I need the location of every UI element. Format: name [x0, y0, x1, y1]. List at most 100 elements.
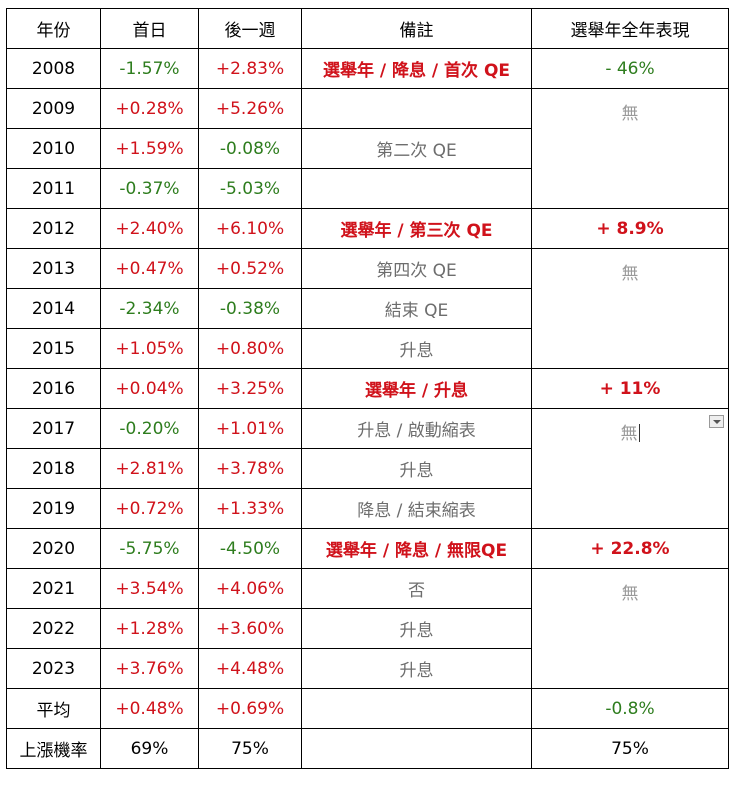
next-week-cell[interactable]: +5.26% — [198, 88, 302, 129]
note-cell[interactable]: 降息 / 結束縮表 — [301, 488, 532, 529]
next-week-cell[interactable]: +3.78% — [198, 448, 302, 489]
year-cell[interactable]: 2016 — [6, 368, 101, 409]
year-cell[interactable]: 2012 — [6, 208, 101, 249]
next-week-cell[interactable]: +0.80% — [198, 328, 302, 369]
performance-cell[interactable]: + 11% — [531, 368, 729, 409]
performance-cell[interactable]: + 8.9% — [531, 208, 729, 249]
note-cell[interactable]: 升息 — [301, 608, 532, 649]
first-day-cell[interactable]: -2.34% — [100, 288, 199, 329]
rise-rate-first-day[interactable]: 69% — [100, 728, 199, 769]
year-cell[interactable]: 2008 — [6, 48, 101, 89]
dropdown-arrow-icon[interactable] — [709, 415, 724, 428]
table-row: 2022 +1.28% +3.60% 升息 — [6, 608, 729, 649]
performance-cell[interactable]: 無 — [531, 568, 729, 689]
first-day-cell[interactable]: -0.20% — [100, 408, 199, 449]
performance-cell[interactable]: 無 — [531, 88, 729, 209]
year-cell[interactable]: 2017 — [6, 408, 101, 449]
average-first-day[interactable]: +0.48% — [100, 688, 199, 729]
year-cell[interactable]: 2020 — [6, 528, 101, 569]
year-cell[interactable]: 2011 — [6, 168, 101, 209]
note-cell[interactable] — [301, 88, 532, 129]
year-cell[interactable]: 2021 — [6, 568, 101, 609]
year-cell[interactable]: 2014 — [6, 288, 101, 329]
first-day-cell[interactable]: +2.40% — [100, 208, 199, 249]
rise-rate-note[interactable] — [301, 728, 532, 769]
note-cell[interactable]: 升息 — [301, 448, 532, 489]
table-row: 2013 +0.47% +0.52% 第四次 QE 無 — [6, 248, 729, 369]
performance-cell-editing[interactable]: 無 — [531, 408, 729, 529]
first-day-cell[interactable]: +3.54% — [100, 568, 199, 609]
year-cell[interactable]: 2022 — [6, 608, 101, 649]
table-row: 2009 +0.28% +5.26% 無 — [6, 88, 729, 209]
table-row: 2023 +3.76% +4.48% 升息 — [6, 648, 729, 689]
next-week-cell[interactable]: +3.60% — [198, 608, 302, 649]
next-week-cell[interactable]: -0.08% — [198, 128, 302, 169]
note-cell[interactable]: 選舉年 / 降息 / 首次 QE — [301, 48, 532, 89]
next-week-cell[interactable]: -0.38% — [198, 288, 302, 329]
performance-cell[interactable]: - 46% — [531, 48, 729, 89]
average-note[interactable] — [301, 688, 532, 729]
header-row: 年份 首日 後一週 備註 選舉年全年表現 — [6, 8, 729, 49]
note-cell[interactable]: 選舉年 / 第三次 QE — [301, 208, 532, 249]
first-day-cell[interactable]: +0.47% — [100, 248, 199, 289]
next-week-cell[interactable]: +3.25% — [198, 368, 302, 409]
first-day-cell[interactable]: -1.57% — [100, 48, 199, 89]
first-day-cell[interactable]: -5.75% — [100, 528, 199, 569]
first-day-cell[interactable]: +2.81% — [100, 448, 199, 489]
note-cell[interactable]: 第四次 QE — [301, 248, 532, 289]
next-week-cell[interactable]: +1.33% — [198, 488, 302, 529]
header-notes: 備註 — [301, 8, 532, 49]
year-cell[interactable]: 2018 — [6, 448, 101, 489]
note-cell[interactable]: 升息 — [301, 328, 532, 369]
rise-rate-performance[interactable]: 75% — [531, 728, 729, 769]
next-week-cell[interactable]: +6.10% — [198, 208, 302, 249]
note-cell[interactable]: 升息 / 啟動縮表 — [301, 408, 532, 449]
next-week-cell[interactable]: +2.83% — [198, 48, 302, 89]
note-cell[interactable]: 選舉年 / 降息 / 無限QE — [301, 528, 532, 569]
first-day-cell[interactable]: -0.37% — [100, 168, 199, 209]
table-row: 2011 -0.37% -5.03% — [6, 168, 729, 209]
next-week-cell[interactable]: +1.01% — [198, 408, 302, 449]
average-next-week[interactable]: +0.69% — [198, 688, 302, 729]
note-cell[interactable]: 第二次 QE — [301, 128, 532, 169]
table-row: 2010 +1.59% -0.08% 第二次 QE — [6, 128, 729, 169]
year-cell[interactable]: 2009 — [6, 88, 101, 129]
next-week-cell[interactable]: -5.03% — [198, 168, 302, 209]
first-day-cell[interactable]: +0.04% — [100, 368, 199, 409]
performance-cell[interactable]: 無 — [531, 248, 729, 369]
first-day-cell[interactable]: +3.76% — [100, 648, 199, 689]
performance-cell[interactable]: + 22.8% — [531, 528, 729, 569]
note-cell[interactable]: 升息 — [301, 648, 532, 689]
year-cell[interactable]: 2010 — [6, 128, 101, 169]
table-row: 2021 +3.54% +4.06% 否 無 — [6, 568, 729, 689]
average-performance[interactable]: -0.8% — [531, 688, 729, 729]
year-cell[interactable]: 2013 — [6, 248, 101, 289]
table-row: 2017 -0.20% +1.01% 升息 / 啟動縮表 無 — [6, 408, 729, 529]
year-cell[interactable]: 2015 — [6, 328, 101, 369]
table-row: 2012 +2.40% +6.10% 選舉年 / 第三次 QE + 8.9% — [6, 208, 729, 249]
next-week-cell[interactable]: +4.48% — [198, 648, 302, 689]
first-day-cell[interactable]: +1.28% — [100, 608, 199, 649]
performance-value: 無 — [620, 424, 638, 444]
note-cell[interactable]: 結束 QE — [301, 288, 532, 329]
first-day-cell[interactable]: +1.05% — [100, 328, 199, 369]
rise-rate-label[interactable]: 上漲機率 — [6, 728, 101, 769]
text-cursor — [638, 424, 640, 442]
table-row: 2008 -1.57% +2.83% 選舉年 / 降息 / 首次 QE - 46… — [6, 48, 729, 89]
average-label[interactable]: 平均 — [6, 688, 101, 729]
rise-rate-next-week[interactable]: 75% — [198, 728, 302, 769]
header-first-day: 首日 — [100, 8, 199, 49]
next-week-cell[interactable]: +0.52% — [198, 248, 302, 289]
next-week-cell[interactable]: -4.50% — [198, 528, 302, 569]
note-cell[interactable] — [301, 168, 532, 209]
first-day-cell[interactable]: +0.72% — [100, 488, 199, 529]
next-week-cell[interactable]: +4.06% — [198, 568, 302, 609]
first-day-cell[interactable]: +1.59% — [100, 128, 199, 169]
header-election-year-performance: 選舉年全年表現 — [531, 8, 729, 49]
year-cell[interactable]: 2019 — [6, 488, 101, 529]
note-cell[interactable]: 選舉年 / 升息 — [301, 368, 532, 409]
table-row: 2014 -2.34% -0.38% 結束 QE — [6, 288, 729, 329]
first-day-cell[interactable]: +0.28% — [100, 88, 199, 129]
year-cell[interactable]: 2023 — [6, 648, 101, 689]
note-cell[interactable]: 否 — [301, 568, 532, 609]
